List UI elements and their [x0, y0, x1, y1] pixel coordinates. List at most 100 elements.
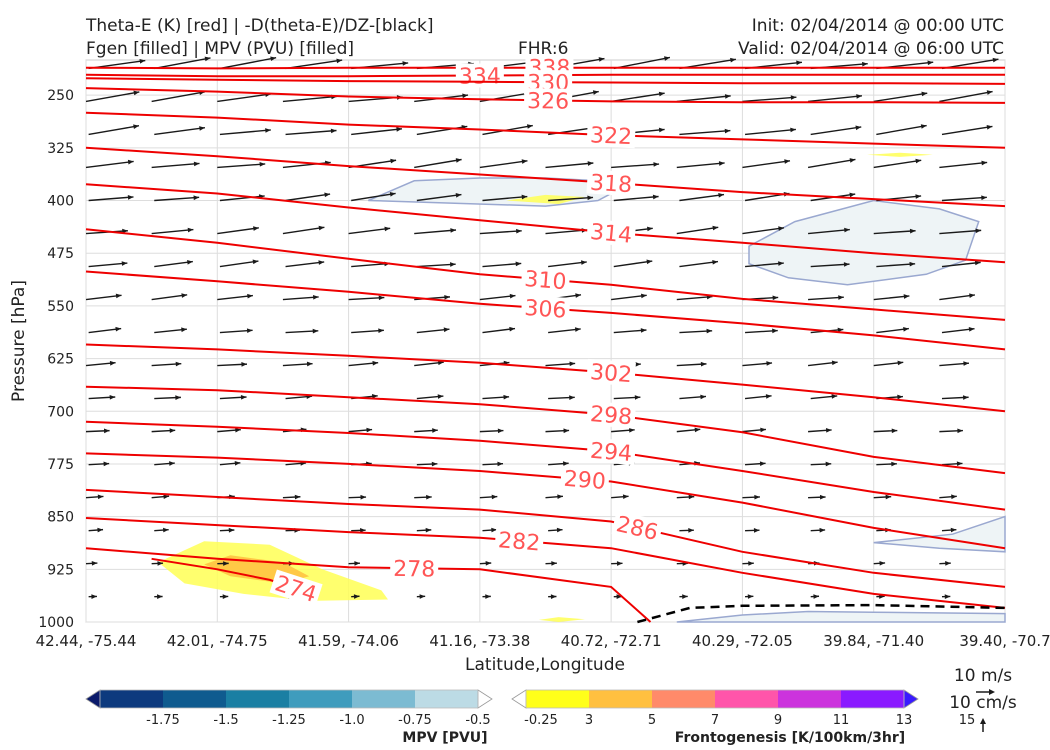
theta-e-contour — [85, 111, 1006, 149]
wind-vector — [548, 195, 594, 202]
wind-vector — [611, 162, 660, 169]
colorbar-segment — [415, 690, 479, 708]
wind-vector — [151, 561, 164, 566]
frontogenesis-colorbar-title: Frontogenesis [K/100km/3hr] — [675, 730, 905, 746]
wind-vector — [548, 327, 581, 334]
colorbar-tick-label: -1.5 — [213, 713, 238, 728]
x-tick-label: 40.29, -72.05 — [692, 632, 793, 650]
wind-vector — [679, 528, 694, 533]
wind-vector — [88, 594, 97, 599]
wind-vector — [479, 561, 492, 566]
wind-vector — [745, 594, 754, 599]
wind-vector — [285, 128, 337, 136]
wind-vector — [282, 494, 301, 500]
valid-time: Valid: 02/04/2014 @ 06:00 UTC — [738, 39, 1004, 59]
wind-vector — [88, 124, 140, 136]
wind-vector — [482, 326, 516, 334]
wind-vector — [810, 262, 850, 268]
wind-vector — [807, 94, 863, 103]
wind-vector — [873, 560, 886, 566]
wind-vector — [219, 594, 229, 599]
wind-vector — [348, 226, 391, 235]
wind-vector — [151, 494, 170, 500]
wind-vector — [154, 594, 163, 599]
mpv-region — [676, 610, 1006, 623]
theta-e-contour — [85, 517, 1006, 609]
wind-vector — [807, 360, 838, 367]
wind-vector — [351, 594, 360, 599]
wind-vector — [351, 328, 384, 334]
title-line2: Fgen [filled] | MPV (PVU) [filled] — [86, 39, 354, 59]
theta-e-label: 278 — [393, 557, 435, 583]
wind-vector — [88, 461, 110, 467]
colorbar-segment — [526, 690, 590, 708]
wind-vector — [219, 395, 247, 400]
wind-vector — [217, 293, 253, 301]
colorbar-segment — [352, 690, 416, 708]
x-tick-label: 39.84, -71.40 — [823, 632, 924, 650]
wind-vector — [745, 528, 760, 533]
x-tick-label: 42.01, -74.75 — [167, 632, 268, 650]
wind-vector — [414, 494, 432, 500]
wind-vector — [348, 427, 373, 433]
colorbar-tick-label: -1.25 — [272, 713, 306, 728]
wind-vector — [414, 228, 457, 235]
wind-vector — [416, 262, 456, 268]
wind-vector — [154, 56, 211, 70]
wind-vector — [151, 361, 182, 367]
wind-vector — [548, 527, 563, 533]
wind-vector — [548, 594, 557, 599]
wind-vector — [611, 427, 635, 433]
wind-vector — [154, 527, 169, 533]
ref-omega-arrow — [980, 718, 986, 732]
y-tick-label: 325 — [47, 141, 74, 157]
wind-vector — [611, 293, 647, 301]
wind-vector — [414, 158, 462, 169]
colorbar-tick-label: -1.75 — [146, 713, 180, 728]
wind-vector — [873, 91, 928, 103]
wind-vector — [873, 360, 904, 367]
wind-vector — [679, 192, 725, 202]
theta-e-label-bg — [390, 555, 439, 581]
wind-vector — [679, 594, 688, 599]
wind-vector — [808, 428, 832, 433]
init-time: Init: 02/04/2014 @ 00:00 UTC — [752, 16, 1004, 36]
theta-e-label-bg — [523, 88, 573, 113]
y-tick-label: 625 — [47, 352, 74, 368]
colorbar-left-tip — [85, 689, 101, 709]
wind-vector — [742, 494, 760, 500]
theta-e-contour — [85, 183, 1006, 264]
wind-vector — [282, 361, 313, 367]
wind-vector — [679, 328, 713, 334]
theta-e-label-bg — [586, 400, 637, 429]
terrain-boundary-layer — [637, 603, 1006, 624]
wind-vector — [416, 594, 426, 599]
wind-vector — [613, 194, 659, 202]
wind-vector — [219, 527, 235, 533]
wind-vector — [941, 527, 957, 533]
theta-e-label-bg — [586, 437, 637, 466]
wind-vector — [217, 362, 248, 367]
wind-vector — [282, 225, 325, 235]
theta-e-label-bg — [586, 218, 637, 248]
wind-vector — [348, 561, 360, 566]
theta-e-contour — [85, 385, 1006, 475]
wind-vector — [939, 561, 951, 566]
theta-e-label-bg — [560, 465, 610, 494]
wind-vector — [808, 295, 844, 301]
wind-vector — [613, 56, 671, 70]
frontogenesis-region — [867, 152, 933, 157]
colorbar-tick-label: 11 — [833, 713, 850, 728]
wind-vector — [810, 461, 832, 467]
wind-vector — [88, 195, 134, 202]
colorbar-right-tip — [477, 689, 493, 709]
theta-e-label: 322 — [590, 123, 633, 150]
theta-e-label-bg — [586, 358, 636, 387]
theta-e-contour — [85, 420, 1006, 511]
wind-vector — [479, 293, 516, 301]
theta-e-contour — [85, 343, 1006, 413]
title-line1: Theta-E (K) [red] | -D(theta-E)/DZ-[blac… — [85, 16, 434, 36]
wind-vector — [88, 527, 104, 533]
wind-vector — [876, 261, 916, 268]
wind-vector — [939, 361, 970, 367]
